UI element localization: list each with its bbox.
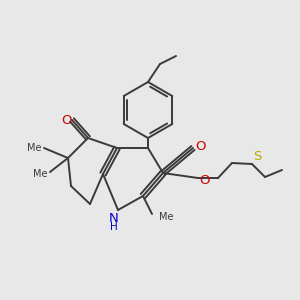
Text: Me: Me: [27, 143, 41, 153]
Text: S: S: [253, 151, 261, 164]
Text: O: O: [61, 113, 71, 127]
Text: O: O: [195, 140, 205, 154]
Text: Me: Me: [159, 212, 173, 222]
Text: H: H: [110, 222, 118, 232]
Text: N: N: [109, 212, 119, 224]
Text: Me: Me: [33, 169, 47, 179]
Text: O: O: [200, 173, 210, 187]
